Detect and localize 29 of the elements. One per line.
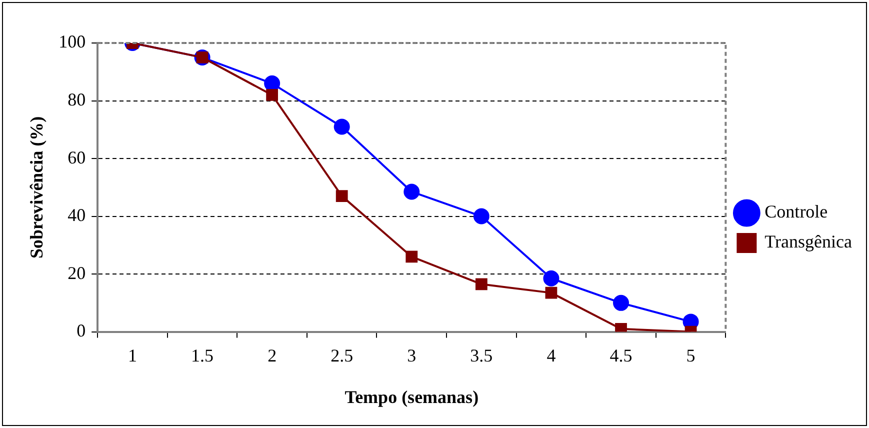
x-tick-label: 5 [686, 345, 696, 366]
y-axis-title: Sobrevivência (%) [26, 116, 46, 258]
point [266, 89, 278, 101]
point [473, 208, 490, 224]
point [336, 190, 348, 202]
y-tick-label: 0 [76, 320, 86, 341]
point [613, 294, 629, 311]
point [543, 270, 560, 286]
y-tick-label: 20 [68, 262, 86, 283]
x-tick-label: 3 [407, 345, 416, 366]
x-tick-label: 2 [268, 345, 277, 366]
x-tick-label: 4 [546, 345, 556, 366]
y-tick-label: 80 [68, 89, 86, 110]
x-tick-label: 4.5 [610, 345, 632, 366]
legend-label: Transgênica [764, 232, 852, 252]
y-tick-label: 40 [68, 205, 86, 226]
point [406, 250, 418, 263]
y-tick-label: 100 [58, 32, 86, 52]
x-tick-label: 1.5 [191, 345, 214, 366]
y-tick-label: 60 [68, 147, 86, 168]
x-tick-label: 1 [128, 345, 137, 366]
x-axis-title: Tempo (semanas) [344, 386, 479, 407]
legend-label: Controle [764, 202, 828, 222]
point [545, 286, 558, 299]
point [475, 278, 488, 290]
point [334, 118, 350, 135]
x-tick-label: 2.5 [330, 345, 354, 366]
x-tick-label: 3.5 [470, 345, 493, 366]
point [404, 184, 420, 200]
